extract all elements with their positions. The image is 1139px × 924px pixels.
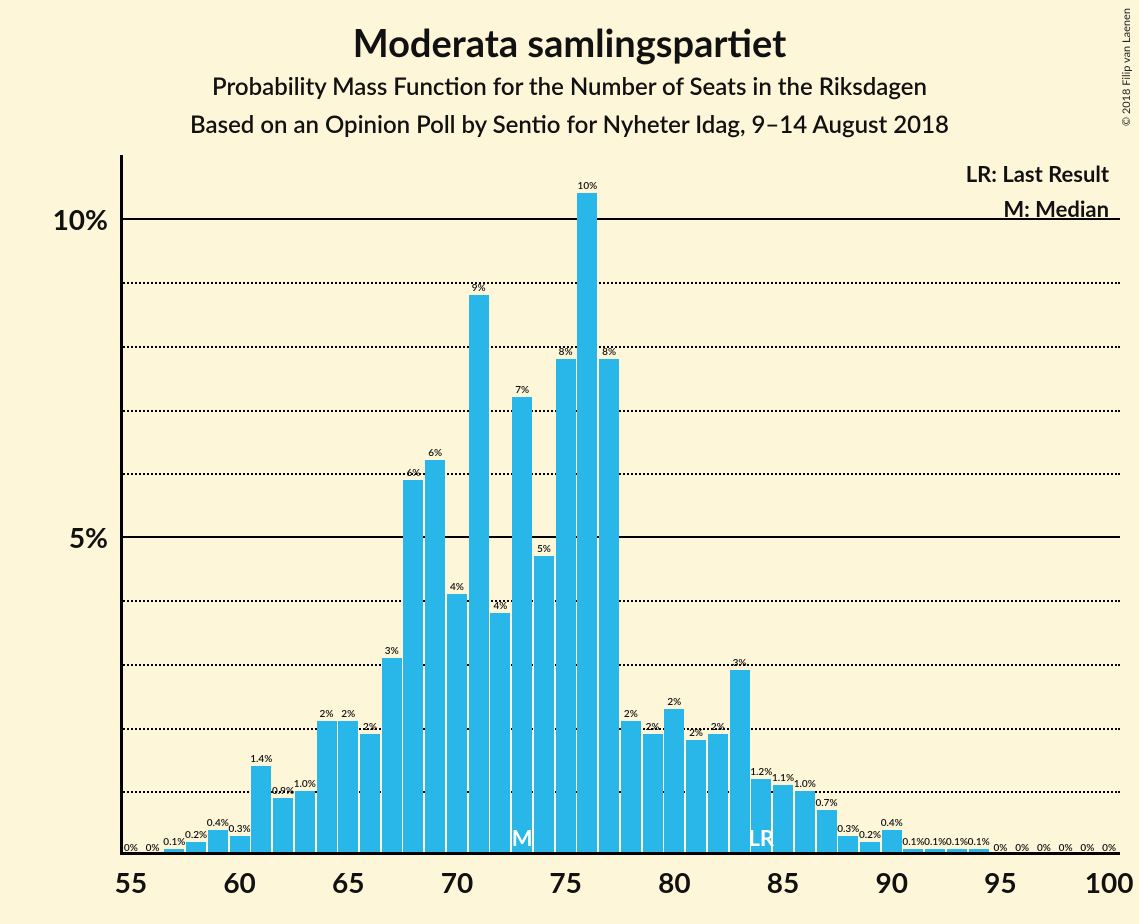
bar-value-label: 0.3% <box>837 823 859 836</box>
bar: 4% <box>490 613 510 855</box>
bar: 0.9% <box>273 798 293 855</box>
x-tick-label: 55 <box>115 855 147 899</box>
x-tick-label: 90 <box>875 855 907 899</box>
bar-value-label: 7% <box>515 384 529 397</box>
plot-area: 5%10%0%0%0.1%0.2%0.4%0.3%1.4%0.9%1.0%2%2… <box>120 155 1120 855</box>
bar-value-label: 3% <box>733 657 747 670</box>
bar-value-label: 1.0% <box>294 778 316 791</box>
bar: 8% <box>556 359 576 855</box>
grid-major <box>120 218 1120 220</box>
chart-canvas: Moderata samlingspartiet Probability Mas… <box>0 0 1139 924</box>
y-tick-label: 5% <box>69 520 120 554</box>
grid-minor <box>120 473 1120 475</box>
bar-value-label: 2% <box>667 696 681 709</box>
bar-value-label: 0.1% <box>968 836 990 849</box>
x-tick-label: 80 <box>658 855 690 899</box>
bar-value-label: 2% <box>363 721 377 734</box>
bar-value-label: 1.0% <box>794 778 816 791</box>
bar-value-label: 6% <box>428 447 442 460</box>
median-marker: M <box>512 824 533 851</box>
bar: 1.0% <box>295 791 315 855</box>
bar: 1.4% <box>251 766 271 855</box>
x-tick-label: 85 <box>767 855 799 899</box>
bar-value-label: 8% <box>559 346 573 359</box>
bar: 4% <box>447 594 467 855</box>
grid-minor <box>120 282 1120 284</box>
grid-major <box>120 536 1120 538</box>
chart-subtitle-1: Probability Mass Function for the Number… <box>0 72 1139 101</box>
bar: 2% <box>621 721 641 855</box>
bar: 10% <box>577 193 597 855</box>
bar-value-label: 5% <box>537 543 551 556</box>
grid-minor <box>120 600 1120 602</box>
bar: 2% <box>360 734 380 855</box>
x-tick-label: 100 <box>1085 855 1134 899</box>
bar-value-label: 1.2% <box>750 766 772 779</box>
x-tick-label: 75 <box>549 855 581 899</box>
x-tick-label: 60 <box>223 855 255 899</box>
chart-subtitle-2: Based on an Opinion Poll by Sentio for N… <box>0 110 1139 139</box>
chart-title: Moderata samlingspartiet <box>0 20 1139 66</box>
x-tick-label: 65 <box>332 855 364 899</box>
bar: 8% <box>599 359 619 855</box>
grid-minor <box>120 410 1120 412</box>
bar-value-label: 0.7% <box>815 797 837 810</box>
bar: 3% <box>382 658 402 855</box>
bar-value-label: 10% <box>578 180 598 193</box>
bar: 2% <box>708 734 728 855</box>
bar-value-label: 0.1% <box>946 836 968 849</box>
bar-value-label: 0.4% <box>207 817 229 830</box>
bar-value-label: 6% <box>407 467 421 480</box>
bar: 6% <box>403 480 423 855</box>
bar-value-label: 0.1% <box>163 836 185 849</box>
bar: 2% <box>338 721 358 855</box>
bar: 1.0% <box>795 791 815 855</box>
bar-value-label: 0.4% <box>881 817 903 830</box>
bar: 2% <box>664 709 684 855</box>
y-axis-line <box>120 155 123 855</box>
bar-value-label: 2% <box>646 721 660 734</box>
bar-value-label: 0.1% <box>924 836 946 849</box>
bar: 2% <box>686 740 706 855</box>
bar-value-label: 8% <box>602 346 616 359</box>
bar: 2% <box>317 721 337 855</box>
bar-value-label: 0.9% <box>272 785 294 798</box>
bar-value-label: 1.1% <box>772 772 794 785</box>
bar-value-label: 0.1% <box>902 836 924 849</box>
bar: 0.7% <box>817 810 837 855</box>
bar-value-label: 2% <box>711 721 725 734</box>
bar: 5% <box>534 556 554 855</box>
x-axis-line <box>120 852 1120 855</box>
bar-value-label: 1.4% <box>250 753 272 766</box>
bar: 9% <box>469 295 489 855</box>
bar-value-label: 0.3% <box>229 823 251 836</box>
copyright-text: © 2018 Filip van Laenen <box>1120 8 1133 126</box>
x-tick-label: 95 <box>984 855 1016 899</box>
bar-value-label: 2% <box>624 708 638 721</box>
bar: 7% <box>512 397 532 855</box>
bar: 2% <box>643 734 663 855</box>
bar-value-label: 4% <box>450 581 464 594</box>
grid-minor <box>120 664 1120 666</box>
bar-value-label: 0.2% <box>859 829 881 842</box>
y-tick-label: 10% <box>53 202 120 236</box>
bar-value-label: 2% <box>341 708 355 721</box>
grid-minor <box>120 346 1120 348</box>
bar-value-label: 4% <box>493 600 507 613</box>
bar: 6% <box>425 460 445 855</box>
bar: 1.1% <box>773 785 793 855</box>
x-tick-label: 70 <box>441 855 473 899</box>
last-result-marker: LR <box>749 824 775 851</box>
bar: 3% <box>730 670 750 855</box>
bar-value-label: 3% <box>385 645 399 658</box>
bar-value-label: 9% <box>472 282 486 295</box>
bar-value-label: 2% <box>689 727 703 740</box>
bar-value-label: 0.2% <box>185 829 207 842</box>
bar-value-label: 2% <box>320 708 334 721</box>
